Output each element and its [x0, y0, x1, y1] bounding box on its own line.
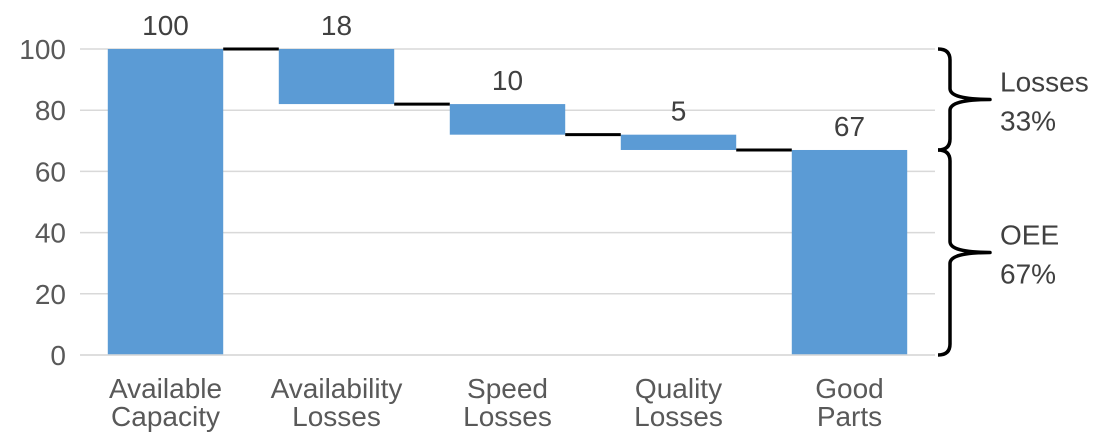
data-label: 18: [321, 10, 352, 41]
bar-3: [449, 104, 566, 135]
data-label: 10: [492, 65, 523, 96]
bars: [107, 49, 908, 355]
brackets: Losses 33% OEE 67%: [937, 47, 1089, 357]
y-tick-label: 40: [35, 218, 66, 249]
y-tick-label: 80: [35, 95, 66, 126]
bar-4: [620, 134, 737, 150]
data-labels: 100 18 10 5 67: [142, 10, 865, 142]
y-tick-label: 100: [19, 34, 66, 65]
data-label: 100: [142, 10, 189, 41]
y-tick-label: 20: [35, 279, 66, 310]
y-tick-label: 0: [50, 340, 66, 371]
bar-1: [107, 49, 224, 355]
bracket-2: [937, 148, 992, 357]
data-label: 67: [834, 111, 865, 142]
y-axis: 0 20 40 60 80 100: [19, 34, 66, 371]
x-category-label: Good Parts: [815, 373, 884, 432]
x-axis: Available Capacity Availability Losses Speed…: [80, 354, 935, 432]
bracket-label: Losses 33%: [1000, 66, 1089, 136]
bracket-1: [937, 47, 992, 152]
data-label: 5: [671, 96, 687, 127]
x-category-label: Speed Losses: [463, 373, 552, 432]
x-category-label: Quality Losses: [634, 373, 723, 432]
x-category-label: Available Capacity: [109, 373, 222, 432]
connectors: [223, 47, 792, 152]
bracket-label: OEE 67%: [1000, 219, 1059, 289]
x-category-label: Availability Losses: [271, 373, 403, 432]
bar-5: [791, 149, 908, 355]
y-tick-label: 60: [35, 156, 66, 187]
bar-2: [278, 49, 395, 105]
